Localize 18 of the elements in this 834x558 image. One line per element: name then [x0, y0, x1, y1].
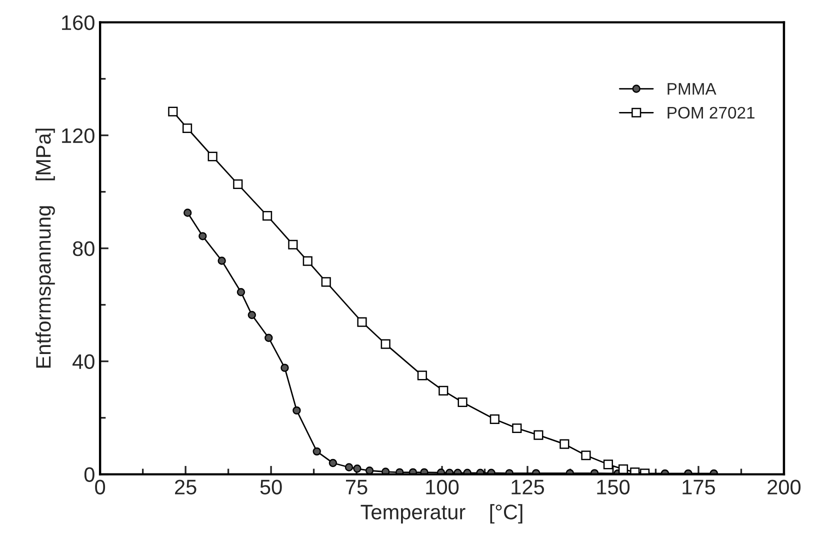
legend-label: PMMA — [668, 83, 716, 95]
y-tick-label: 80 — [72, 241, 94, 256]
x-tick-label: 25 — [175, 480, 196, 494]
x-tick-label: 50 — [260, 480, 282, 494]
x-tick-label: 200 — [768, 480, 801, 494]
legend-label: POM 27021 — [668, 106, 754, 119]
x-axis-title: Temperatur [°C] — [360, 504, 522, 524]
y-tick-label: 40 — [72, 354, 94, 370]
x-tick-label: 175 — [682, 480, 715, 494]
y-axis-title: Entformspannung [MPa] — [35, 128, 55, 368]
x-tick-label: 100 — [426, 480, 459, 494]
y-tick-label: 120 — [62, 128, 94, 144]
x-tick-label: 150 — [597, 480, 630, 494]
x-tick-label: 0 — [95, 480, 106, 494]
x-tick-label: 125 — [512, 480, 544, 494]
y-tick-label: 160 — [62, 15, 94, 30]
x-tick-label: 75 — [346, 480, 368, 494]
y-tick-label: 0 — [84, 467, 94, 482]
